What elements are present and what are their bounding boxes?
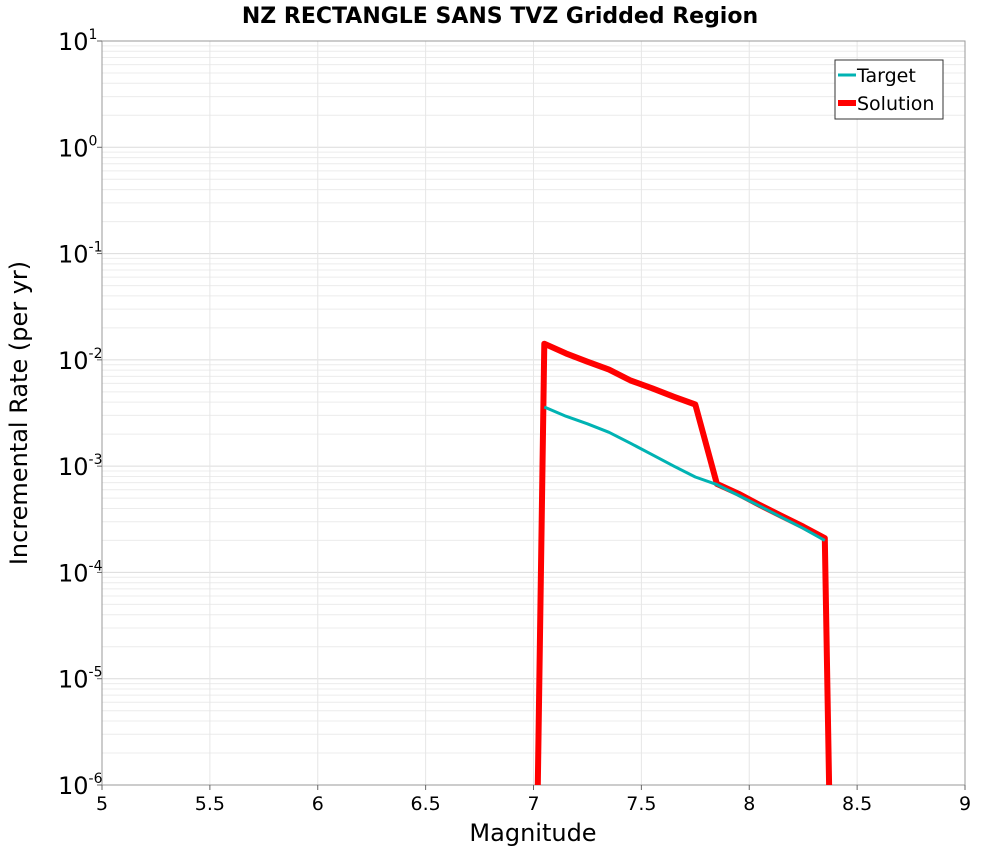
chart-title: NZ RECTANGLE SANS TVZ Gridded Region [242,4,758,29]
y-tick-label: 10-3 [58,452,103,481]
series-line-solution [534,340,833,786]
y-tick-label: 10-4 [58,558,103,587]
x-tick-label: 6.5 [411,793,441,815]
y-tick-label: 10-6 [58,771,103,800]
y-tick-label: 101 [58,27,97,56]
legend-label-solution: Solution [857,93,934,115]
x-axis-title: Magnitude [469,819,596,847]
x-axis-ticks: 5 5.5 6 6.5 7 7.5 8 8.5 9 [96,785,971,815]
y-axis-ticks: 101 100 10-1 10-2 10-3 10-4 10-5 10-6 [58,27,103,800]
x-tick-label: 8.5 [842,793,872,815]
x-tick-label: 8 [743,793,755,815]
x-tick-label: 5.5 [195,793,225,815]
legend-box [834,59,944,120]
y-tick-label: 10-5 [58,665,103,694]
series-line-target [543,405,826,542]
x-tick-label: 9 [959,793,971,815]
y-tick-label: 10-1 [58,240,103,269]
legend: Target Solution [834,59,944,120]
y-tick-label: 10-2 [58,346,103,375]
legend-label-target: Target [856,65,916,87]
grid [101,41,966,786]
x-tick-label: 6 [312,793,324,815]
y-tick-label: 100 [58,133,97,162]
x-tick-label: 7 [527,793,539,815]
series-layer [534,340,833,786]
x-tick-label: 7.5 [626,793,656,815]
y-axis-title: Incremental Rate (per yr) [5,261,33,565]
x-tick-label: 5 [96,793,108,815]
